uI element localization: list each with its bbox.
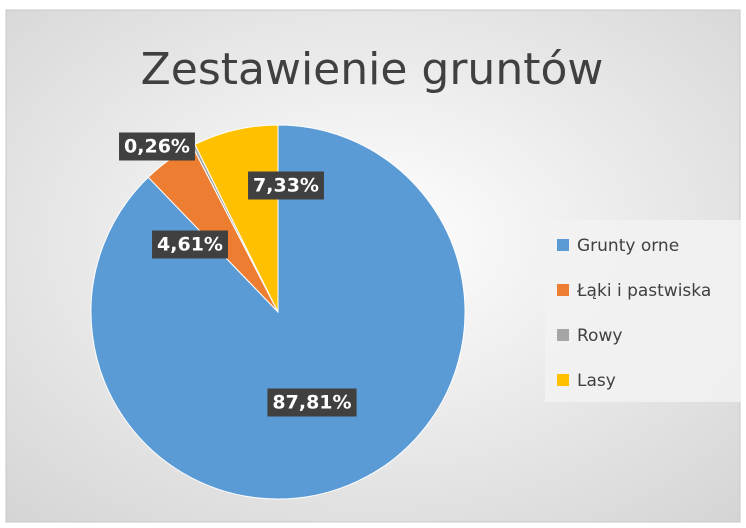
legend-label: Rowy: [577, 326, 622, 346]
data-label-box: [152, 230, 228, 259]
data-label: 0,26%: [124, 136, 190, 158]
legend-swatch: [557, 239, 569, 251]
data-label: 7,33%: [253, 175, 319, 197]
data-label-box: [248, 171, 324, 200]
chart-title: Zestawienie gruntów: [141, 44, 604, 95]
legend-box: [545, 220, 741, 402]
legend-swatch: [557, 374, 569, 386]
legend-label: Lasy: [577, 371, 616, 391]
data-label-box: [267, 388, 357, 417]
data-label: 4,61%: [157, 234, 223, 256]
data-label-box: [119, 132, 195, 161]
legend-label: Łąki i pastwiska: [576, 281, 711, 301]
data-label: 87,81%: [272, 392, 351, 414]
legend-label: Grunty orne: [577, 236, 679, 256]
legend-swatch: [557, 284, 569, 296]
legend-swatch: [557, 329, 569, 341]
